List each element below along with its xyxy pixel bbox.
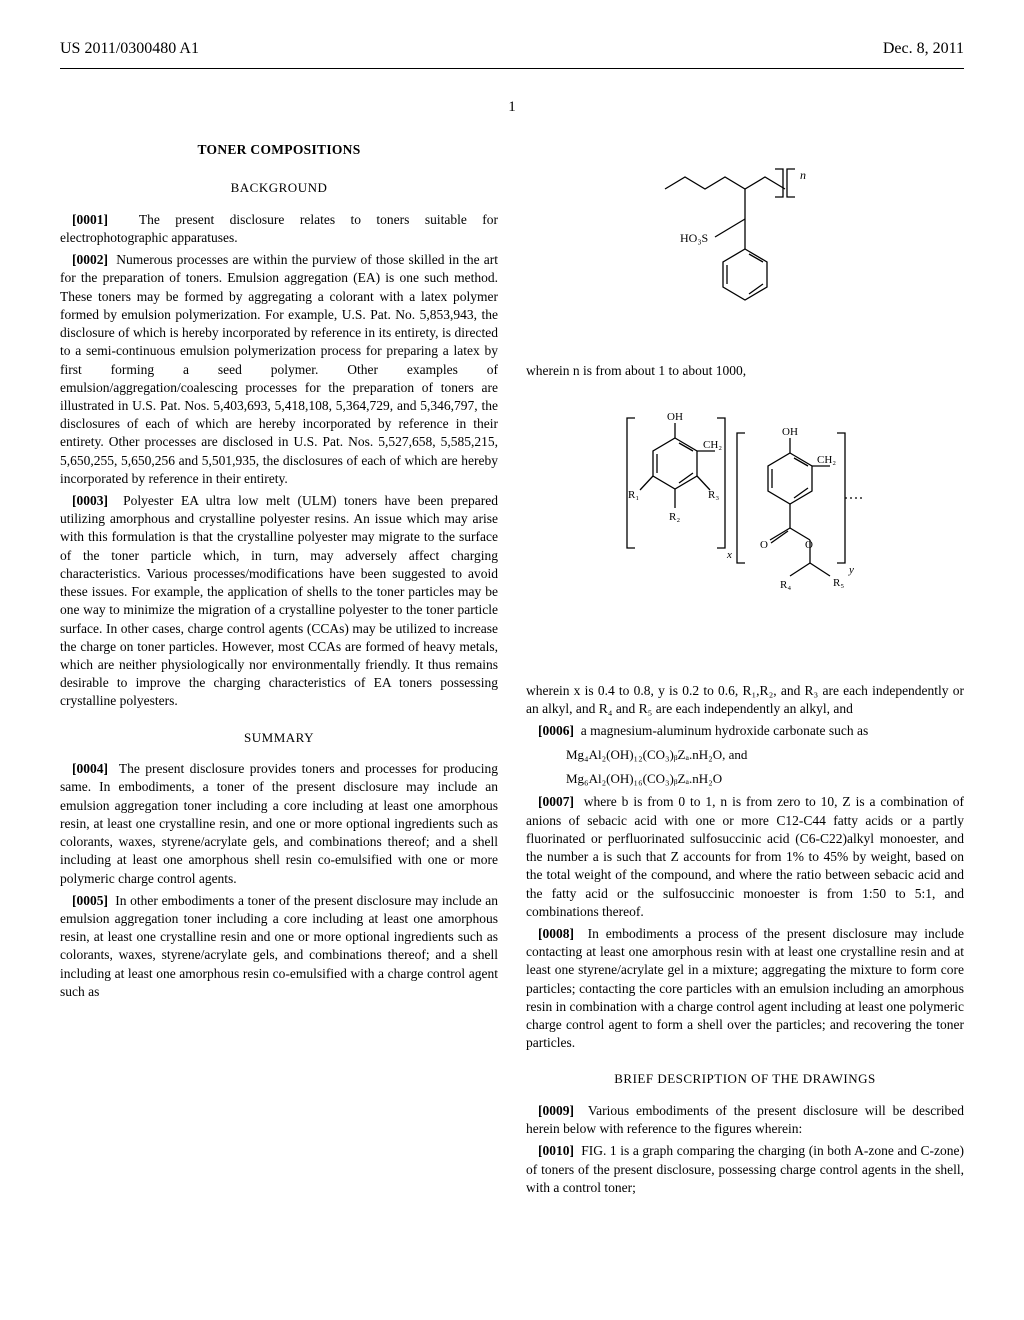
para-0004: [0004] The present disclosure provides t…	[60, 760, 498, 888]
para-text: The present disclosure relates to toners…	[60, 212, 498, 245]
para-0008: [0008] In embodiments a process of the p…	[526, 925, 964, 1053]
formula-1: Mg₄Al₂(OH)₁₂(CO₃)ᵦZₐ.nH₂O, and	[566, 746, 964, 764]
para-number: [0004]	[72, 761, 108, 776]
chem2-r2: R₂	[669, 511, 680, 523]
chem2-r1: R₁	[628, 489, 639, 501]
para-number: [0006]	[538, 723, 574, 738]
chem2-r5: R₅	[833, 577, 844, 589]
chem2-oh2: OH	[782, 426, 798, 438]
chem2-x: x	[726, 549, 732, 561]
para-0009: [0009] Various embodiments of the presen…	[526, 1102, 964, 1138]
body-columns: TONER COMPOSITIONS BACKGROUND [0001] The…	[60, 141, 964, 1201]
publication-date: Dec. 8, 2011	[883, 40, 964, 58]
section-heading-summary: SUMMARY	[60, 729, 498, 747]
para-text: a magnesium-aluminum hydroxide carbonate…	[581, 723, 869, 738]
para-0001: [0001] The present disclosure relates to…	[60, 211, 498, 247]
para-number: [0007]	[538, 794, 574, 809]
chem2-svg: OH CH₂ OH CH₂ R₁ R₂ R₃ x y O O R₄ R₅	[605, 398, 885, 658]
patent-page: US 2011/0300480 A1 Dec. 8, 2011 1 TONER …	[0, 0, 1024, 1241]
para-0003: [0003] Polyester EA ultra low melt (ULM)…	[60, 492, 498, 711]
chem1-n-label: n	[800, 168, 806, 182]
chem1-svg: n HO₃S	[645, 159, 845, 339]
page-header: US 2011/0300480 A1 Dec. 8, 2011	[60, 40, 964, 58]
para-number: [0003]	[72, 493, 108, 508]
chemical-structure-2: OH CH₂ OH CH₂ R₁ R₂ R₃ x y O O R₄ R₅	[526, 398, 964, 663]
para-text: In other embodiments a toner of the pres…	[60, 893, 498, 999]
chem2-o1: O	[760, 539, 768, 551]
chem2-y: y	[848, 564, 854, 576]
para-0006: [0006] a magnesium-aluminum hydroxide ca…	[526, 722, 964, 740]
chem1-ho3s-label: HO₃S	[680, 231, 708, 245]
chem1-caption: wherein n is from about 1 to about 1000,	[526, 362, 964, 380]
para-number: [0001]	[72, 212, 108, 227]
chemical-structure-1: n HO₃S	[526, 159, 964, 344]
chem2-ch2-1: CH₂	[703, 439, 722, 451]
header-rule	[60, 68, 964, 69]
para-text: where b is from 0 to 1, n is from zero t…	[526, 794, 964, 918]
para-text: FIG. 1 is a graph comparing the charging…	[526, 1143, 964, 1194]
chem2-caption: wherein x is 0.4 to 0.8, y is 0.2 to 0.6…	[526, 682, 964, 718]
para-number: [0010]	[538, 1143, 574, 1158]
para-text: The present disclosure provides toners a…	[60, 761, 498, 885]
page-number: 1	[60, 99, 964, 116]
para-text: Polyester EA ultra low melt (ULM) toners…	[60, 493, 498, 708]
section-heading-drawings: BRIEF DESCRIPTION OF THE DRAWINGS	[526, 1070, 964, 1088]
para-0010: [0010] FIG. 1 is a graph comparing the c…	[526, 1142, 964, 1197]
chem2-ch2-2: CH₂	[817, 454, 836, 466]
para-0005: [0005] In other embodiments a toner of t…	[60, 892, 498, 1001]
chem2-r4: R₄	[780, 579, 791, 591]
para-text: Various embodiments of the present discl…	[526, 1103, 964, 1136]
para-0002: [0002] Numerous processes are within the…	[60, 251, 498, 488]
para-number: [0009]	[538, 1103, 574, 1118]
chem2-r3: R₃	[708, 489, 719, 501]
chem2-oh1: OH	[667, 411, 683, 423]
para-number: [0008]	[538, 926, 574, 941]
para-0007: [0007] where b is from 0 to 1, n is from…	[526, 793, 964, 921]
para-text: Numerous processes are within the purvie…	[60, 252, 498, 486]
formula-2: Mg₆Al₂(OH)₁₆(CO₃)ᵦZₐ.nH₂O	[566, 770, 964, 788]
section-heading-background: BACKGROUND	[60, 179, 498, 197]
para-number: [0002]	[72, 252, 108, 267]
publication-number: US 2011/0300480 A1	[60, 40, 199, 58]
para-text: In embodiments a process of the present …	[526, 926, 964, 1050]
chem2-o2: O	[805, 539, 813, 551]
para-number: [0005]	[72, 893, 108, 908]
document-title: TONER COMPOSITIONS	[60, 141, 498, 159]
